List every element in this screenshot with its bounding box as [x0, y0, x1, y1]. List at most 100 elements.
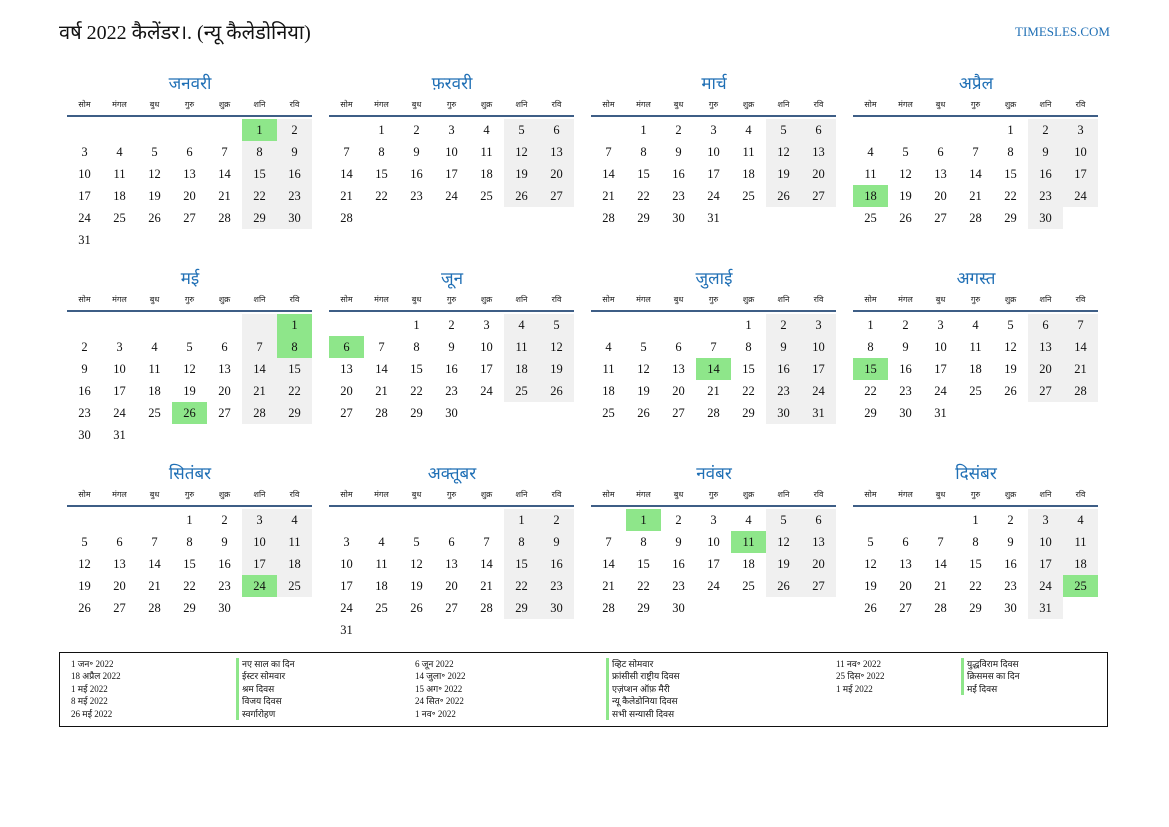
day-cell: 9: [766, 336, 801, 358]
day-cell: 16: [672, 557, 685, 571]
holiday-name: नए साल का दिन: [236, 658, 295, 671]
holiday-day-cell: 26: [172, 402, 207, 424]
day-cell: 30: [277, 207, 312, 229]
holiday-list: 1 जन॰ 2022 18 अप्रैल 2022 1 मई 2022 8 मई 20…: [59, 652, 1108, 727]
day-cell: 26: [410, 601, 423, 615]
day-cell: 13: [899, 557, 912, 571]
holiday-date: 1 जन॰ 2022: [71, 659, 114, 669]
holiday-name: फ्रांसीसी राष्ट्रीय दिवस: [606, 670, 680, 683]
day-cell: 16: [218, 557, 231, 571]
weekday-label: बुध: [411, 100, 422, 109]
day-cell: 6: [801, 509, 836, 531]
day-cell: 22: [864, 384, 877, 398]
weekday-label: सोम: [864, 490, 877, 499]
weekday-label: गुरु: [184, 100, 195, 109]
weekday-label: शनि: [515, 100, 528, 109]
day-cell: 30: [1004, 601, 1017, 615]
day-cell: 5: [539, 314, 574, 336]
day-cell: 17: [934, 362, 947, 376]
day-cell: 29: [504, 597, 539, 619]
day-cell: 21: [375, 384, 388, 398]
day-cell: 1: [1007, 123, 1014, 137]
day-cell: 8: [745, 340, 752, 354]
day-cell: 28: [602, 211, 615, 225]
empty-cell: [329, 119, 364, 141]
day-cell: 26: [864, 601, 877, 615]
day-cell: 14: [602, 167, 615, 181]
empty-cell: [591, 509, 626, 531]
month-7: जुलाई सोम मंगल बुध गुरु शुक्र शनि रवि 1 2 3 4 5 6 7 8 9 1…: [591, 265, 837, 452]
day-cell: 16: [1004, 557, 1017, 571]
day-cell: 28: [148, 601, 161, 615]
day-cell: 26: [504, 185, 539, 207]
day-grid: 1 2 3 4 5 6 7 8 9 10 11 12 13 14 15 16 17 18 19 20 21 22 23 24 2…: [329, 119, 574, 229]
day-cell: 22: [637, 189, 650, 203]
calendar-grid: जनवरी सोम मंगल बुध गुरु शुक्र शनि रवि 1 2 3 4 5 6 7 8 9 1…: [67, 70, 1099, 647]
weekday-label: शनि: [1039, 490, 1052, 499]
day-cell: 31: [340, 623, 353, 637]
day-cell: 29: [410, 406, 423, 420]
weekday-label: सोम: [602, 100, 615, 109]
day-cell: 20: [801, 553, 836, 575]
day-cell: 3: [81, 145, 88, 159]
day-cell: 29: [637, 211, 650, 225]
day-cell: 3: [343, 535, 350, 549]
holiday-name: सभी सन्यासी दिवस: [606, 707, 680, 721]
empty-cell: [172, 119, 207, 141]
empty-cell: [923, 119, 958, 141]
holiday-day-cell: 18: [853, 185, 888, 207]
day-cell: 4: [1063, 509, 1098, 531]
day-cell: 23: [218, 579, 231, 593]
day-cell: 29: [864, 406, 877, 420]
day-cell: 7: [242, 336, 277, 358]
day-cell: 17: [707, 557, 720, 571]
day-cell: 2: [448, 318, 455, 332]
day-cell: 25: [504, 380, 539, 402]
day-cell: 11: [480, 145, 493, 159]
holiday-date: 18 अप्रैल 2022: [71, 671, 121, 682]
day-cell: 25: [277, 575, 312, 597]
holiday-date-column: 11 नव॰ 2022 25 दिस॰ 2022 1 मई 2022: [836, 658, 885, 695]
day-cell: 2: [675, 513, 682, 527]
day-cell: 13: [539, 141, 574, 163]
day-cell: 12: [148, 167, 161, 181]
weekday-label: शुक्र: [480, 490, 493, 499]
empty-cell: [102, 509, 137, 531]
month-1: जनवरी सोम मंगल बुध गुरु शुक्र शनि रवि 1 2 3 4 5 6 7 8 9 1…: [67, 70, 313, 257]
empty-cell: [137, 314, 172, 336]
day-cell: 18: [742, 557, 755, 571]
day-cell: 14: [480, 557, 493, 571]
holiday-date: 25 दिस॰ 2022: [836, 671, 885, 682]
weekday-label: रवि: [551, 100, 562, 109]
weekday-header: सोम मंगल बुध गुरु शुक्र शनि रवि: [329, 293, 574, 312]
site-link[interactable]: TIMESLES.COM: [1015, 24, 1110, 39]
day-grid: 1 2 3 4 5 6 7 8 9 10 11 12 13 14 15 16 17 18 19 20 21 22 23 24 2…: [591, 509, 836, 619]
weekday-label: मंगल: [898, 100, 913, 109]
day-cell: 30: [78, 428, 91, 442]
day-cell: 24: [707, 579, 720, 593]
day-cell: 8: [640, 535, 647, 549]
weekday-label: गुरु: [970, 100, 981, 109]
day-cell: 7: [483, 535, 490, 549]
holiday-name-column: व्हिट सोमवार फ्रांसीसी राष्ट्रीय दिवस एज़ं…: [606, 658, 680, 721]
day-cell: 2: [675, 123, 682, 137]
day-cell: 2: [539, 509, 574, 531]
day-cell: 18: [602, 384, 615, 398]
day-cell: 24: [1063, 185, 1098, 207]
day-cell: 4: [504, 314, 539, 336]
holiday-date: 1 मई 2022: [71, 683, 108, 694]
day-cell: 27: [539, 185, 574, 207]
weekday-label: रवि: [289, 100, 300, 109]
day-cell: 6: [675, 340, 682, 354]
month-3: मार्च सोम मंगल बुध गुरु शुक्र शनि रवि 1 2 3 4 5 6 7 8 9 1…: [591, 70, 837, 257]
weekday-header: सोम मंगल बुध गुरु शुक्र शनि रवि: [329, 488, 574, 507]
day-cell: 22: [375, 189, 388, 203]
day-cell: 9: [1028, 141, 1063, 163]
day-cell: 13: [218, 362, 231, 376]
day-cell: 16: [766, 358, 801, 380]
day-cell: 3: [710, 123, 717, 137]
day-cell: 12: [1004, 340, 1017, 354]
day-cell: 18: [742, 167, 755, 181]
weekday-label: सोम: [78, 295, 91, 304]
day-cell: 5: [504, 119, 539, 141]
